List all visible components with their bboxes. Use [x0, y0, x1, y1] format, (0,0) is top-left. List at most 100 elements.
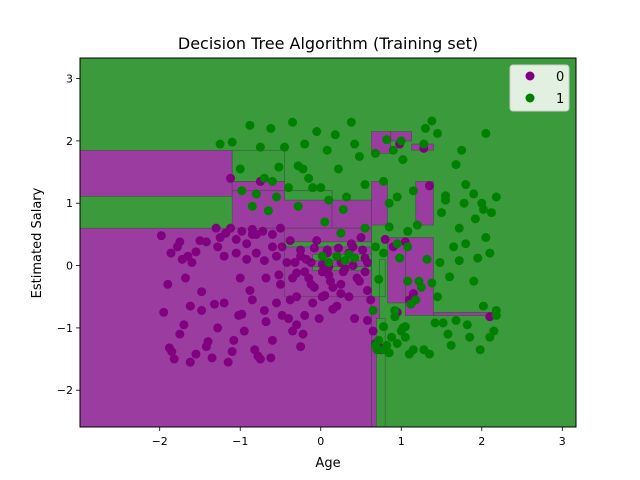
point-class-0 — [267, 229, 277, 239]
point-class-0 — [185, 357, 195, 367]
y-tick-label: 1 — [66, 197, 73, 210]
point-class-1 — [451, 315, 461, 325]
point-class-1 — [390, 305, 400, 315]
point-class-0 — [242, 254, 252, 264]
region-class-1 — [284, 190, 333, 201]
point-class-0 — [275, 279, 285, 289]
point-class-1 — [215, 139, 225, 149]
point-class-0 — [267, 242, 277, 252]
point-class-1 — [354, 151, 364, 161]
point-class-1 — [430, 318, 440, 328]
point-class-1 — [419, 345, 429, 355]
point-class-1 — [312, 127, 322, 137]
point-class-0 — [424, 181, 434, 191]
point-class-1 — [340, 256, 350, 266]
point-class-1 — [372, 345, 382, 355]
decision-regions — [80, 58, 576, 427]
point-class-1 — [284, 183, 294, 193]
legend-label-class-0: 0 — [556, 70, 564, 85]
point-class-0 — [191, 247, 201, 257]
point-class-1 — [324, 257, 334, 267]
y-axis: −2 −1 0 1 2 3 — [57, 73, 80, 397]
point-class-0 — [284, 314, 294, 324]
plot-frame — [79, 57, 577, 428]
point-class-0 — [231, 248, 241, 258]
point-class-0 — [185, 301, 195, 311]
point-class-1 — [486, 208, 496, 218]
point-class-0 — [266, 353, 276, 363]
point-class-0 — [219, 251, 229, 261]
point-class-0 — [237, 309, 247, 319]
point-class-0 — [274, 270, 284, 280]
point-class-1 — [477, 198, 487, 208]
region-class-0 — [331, 199, 372, 229]
point-class-1 — [267, 176, 277, 186]
point-class-1 — [449, 242, 459, 252]
point-class-0 — [215, 233, 225, 243]
point-class-0 — [226, 173, 236, 183]
point-class-1 — [324, 195, 334, 205]
y-tick-label: 2 — [66, 135, 73, 148]
point-class-0 — [227, 347, 237, 357]
point-class-0 — [308, 298, 318, 308]
point-class-1 — [336, 228, 346, 238]
point-class-1 — [445, 272, 455, 282]
point-class-0 — [261, 273, 271, 283]
point-class-1 — [360, 223, 370, 233]
point-class-0 — [239, 326, 249, 336]
point-class-0 — [356, 233, 366, 243]
point-class-1 — [465, 332, 475, 342]
point-class-1 — [491, 192, 501, 202]
point-class-1 — [245, 120, 255, 130]
point-class-1 — [308, 183, 318, 193]
point-class-1 — [427, 278, 437, 288]
point-class-0 — [324, 270, 334, 280]
point-class-1 — [481, 233, 491, 243]
point-class-0 — [380, 234, 390, 244]
y-tick-label: 0 — [66, 260, 73, 273]
point-class-1 — [266, 123, 276, 133]
point-class-1 — [332, 251, 342, 261]
point-class-0 — [259, 256, 269, 266]
point-class-1 — [390, 312, 400, 322]
point-class-0 — [288, 273, 298, 283]
point-class-0 — [242, 239, 252, 249]
point-class-1 — [379, 248, 389, 258]
point-class-0 — [271, 298, 281, 308]
point-class-1 — [382, 135, 392, 145]
point-class-1 — [392, 192, 402, 202]
point-class-1 — [392, 239, 402, 249]
point-class-1 — [485, 248, 495, 258]
point-class-1 — [446, 340, 456, 350]
point-class-1 — [388, 145, 398, 155]
point-class-1 — [379, 176, 389, 186]
legend: 0 1 — [509, 64, 570, 112]
point-class-1 — [322, 145, 332, 155]
point-class-1 — [422, 254, 432, 264]
point-class-1 — [485, 332, 495, 342]
point-class-1 — [382, 340, 392, 350]
point-class-1 — [330, 130, 340, 140]
point-class-1 — [411, 295, 421, 305]
point-class-0 — [354, 276, 364, 286]
point-class-1 — [454, 223, 464, 233]
region-class-0 — [415, 181, 434, 226]
point-class-1 — [403, 242, 413, 252]
point-class-1 — [475, 345, 485, 355]
point-class-1 — [300, 139, 310, 149]
point-class-0 — [348, 261, 358, 271]
point-class-0 — [226, 223, 236, 233]
point-class-0 — [306, 257, 316, 267]
point-class-0 — [328, 304, 338, 314]
point-class-1 — [420, 123, 430, 133]
point-class-0 — [180, 273, 190, 283]
point-class-0 — [259, 305, 269, 315]
point-class-1 — [454, 256, 464, 266]
point-class-0 — [350, 314, 360, 324]
point-class-0 — [366, 295, 376, 305]
point-class-1 — [271, 192, 281, 202]
point-class-0 — [360, 267, 370, 277]
point-class-0 — [237, 226, 247, 236]
point-class-0 — [253, 351, 263, 361]
point-class-1 — [350, 139, 360, 149]
